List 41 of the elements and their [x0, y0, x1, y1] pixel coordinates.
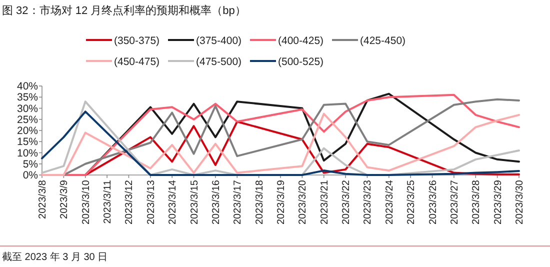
y-tick-label: 10% [16, 147, 38, 160]
legend-label: (500-525) [278, 56, 324, 68]
x-tick-label: 2023/3/20 [298, 180, 309, 224]
y-tick-label: 40% [16, 80, 38, 92]
y-tick-label: 25% [16, 114, 38, 126]
x-tick-label: 2023/3/29 [492, 180, 504, 224]
x-tick-label: 2023/3/15 [189, 180, 200, 224]
x-tick-label: 2023/3/18 [254, 180, 266, 224]
x-tick-label: 2023/3/17 [232, 180, 244, 224]
x-tick-label: 2023/3/12 [124, 180, 136, 224]
legend-label: (425-450) [360, 35, 406, 47]
text: 截至 2023 年 3 月 30 日 [2, 251, 108, 263]
x-tick-label: 2023/3/28 [471, 180, 482, 224]
x-tick-label: 2023/3/23 [362, 180, 374, 224]
x-tick-label: 2023/3/9 [59, 180, 70, 219]
x-tick-label: 2023/3/14 [168, 180, 179, 224]
y-tick-label: 0% [22, 170, 38, 182]
x-tick-label: 2023/3/21 [319, 180, 330, 224]
legend-label: (475-500) [196, 56, 242, 68]
x-tick-label: 2023/3/13 [146, 180, 157, 224]
legend-label: (375-400) [196, 35, 242, 47]
y-tick-label: 35% [16, 92, 38, 104]
x-tick-label: 2023/3/16 [210, 180, 222, 224]
y-tick-label: 30% [16, 102, 38, 115]
x-tick-label: 2023/3/10 [80, 180, 92, 224]
legend-label: (350-375) [114, 35, 160, 47]
x-tick-label: 2023/3/25 [406, 180, 418, 224]
x-tick-label: 2023/3/27 [449, 180, 460, 224]
x-tick-label: 2023/3/30 [514, 180, 526, 224]
x-tick-label: 2023/3/19 [276, 180, 287, 224]
y-tick-label: 5% [22, 158, 38, 170]
y-tick-label: 15% [16, 136, 38, 148]
x-tick-label: 2023/3/26 [428, 180, 439, 224]
y-tick-label: 20% [16, 125, 38, 137]
x-tick-label: 2023/3/8 [38, 180, 48, 219]
legend-label: (450-475) [114, 56, 160, 68]
x-tick-label: 2023/3/11 [102, 180, 114, 224]
chart-title: 图 32：市场对 12 月终点利率的预期和概率（bp） [2, 4, 246, 17]
x-tick-label: 2023/3/22 [341, 180, 352, 224]
legend-label: (400-425) [278, 35, 324, 47]
x-tick-label: 2023/3/24 [384, 180, 396, 224]
